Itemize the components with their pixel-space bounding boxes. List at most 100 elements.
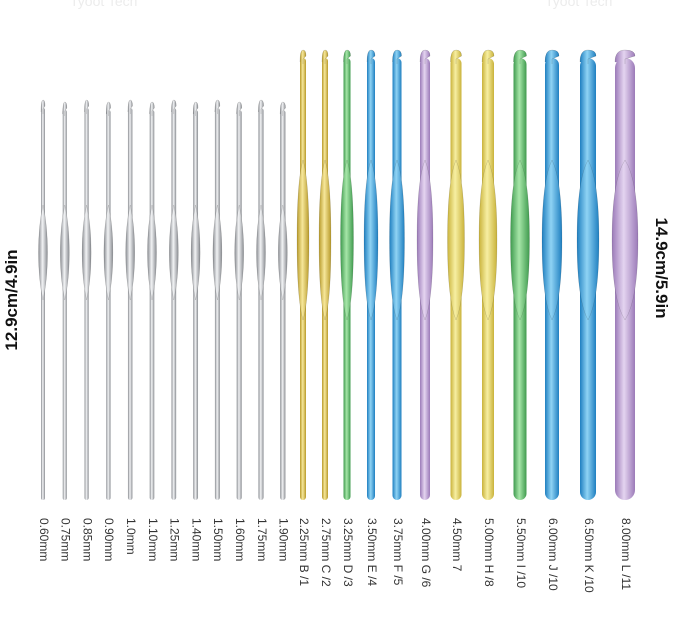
thumb-rest [363, 159, 379, 321]
hook-shaft [171, 108, 177, 500]
size-label: 2.75mm C /2 [319, 518, 333, 587]
hook-shaft [236, 110, 242, 500]
size-label: 5.50mm I /10 [514, 518, 528, 588]
hook-tip [105, 101, 111, 116]
hook-tip [84, 99, 89, 114]
hook-tip [321, 49, 329, 64]
hook-tip [343, 49, 351, 64]
crochet-hook [212, 99, 223, 500]
crochet-hook [234, 101, 244, 500]
size-label: 4.50mm 7 [450, 518, 464, 572]
size-label: 1.10mm [146, 518, 160, 561]
crochet-hook [103, 101, 114, 500]
size-label: 0.60mm [37, 518, 51, 561]
thumb-rest [541, 159, 563, 321]
watermark: Tyoot Tech [545, 0, 612, 9]
crochet-hook [147, 101, 157, 500]
thumb-rest [256, 204, 266, 301]
size-label: 1.40mm [189, 518, 203, 561]
crochet-hook [318, 49, 332, 500]
thumb-rest [60, 204, 70, 301]
hook-tip [127, 99, 133, 114]
thumb-rest [340, 159, 354, 321]
thumb-rest [125, 204, 135, 301]
steel-length-label: 12.9cm/4.9in [2, 249, 21, 350]
hook-tip [513, 49, 527, 64]
thumb-rest [147, 204, 157, 301]
size-label: 1.50mm [211, 518, 225, 561]
thumb-rest [212, 204, 223, 301]
hook-shaft [280, 110, 286, 500]
hook-tip [366, 49, 376, 64]
thumb-rest [81, 204, 92, 301]
crochet-hook [447, 49, 465, 500]
size-label: 3.50mm E /4 [365, 518, 379, 586]
hook-tip [299, 49, 307, 64]
hook-tip [149, 101, 155, 116]
thumb-rest [389, 159, 405, 321]
size-label: 6.50mm K /10 [582, 518, 596, 593]
crochet-hook [611, 49, 639, 500]
hook-tip [481, 49, 495, 64]
size-label: 8.00mm L /11 [619, 518, 633, 590]
hook-shaft [127, 108, 133, 500]
hook-tip [279, 101, 286, 116]
crochet-hook [416, 49, 434, 500]
crochet-hook [125, 99, 135, 500]
thumb-rest [611, 159, 639, 321]
crochet-hook [389, 49, 405, 500]
hook-shaft [193, 110, 199, 500]
hook-tip [214, 99, 221, 114]
crochet-hook [576, 49, 600, 500]
crochet-hook [190, 101, 201, 500]
crochet-hook [296, 49, 310, 500]
size-label: 2.25mm B /1 [297, 518, 311, 586]
hook-tip [62, 101, 68, 116]
crochet-hook [256, 99, 266, 500]
crochet-hook [340, 49, 354, 500]
crochet-hook [169, 99, 179, 500]
hook-shaft [258, 108, 264, 500]
hook-tip [392, 49, 402, 64]
thumb-rest [576, 159, 600, 321]
thumb-rest [478, 159, 498, 321]
crochet-hook [60, 101, 70, 500]
hook-tip [579, 49, 597, 64]
size-label: 6.00mm J /10 [546, 518, 560, 591]
hook-shaft [62, 110, 67, 500]
size-label: 1.0mm [124, 518, 138, 555]
hook-tip [450, 49, 462, 64]
size-label: 3.25mm D /3 [341, 518, 355, 587]
hook-tip [171, 99, 177, 114]
size-label: 0.75mm [59, 518, 73, 561]
crochet-hook [541, 49, 563, 500]
hook-shaft [214, 108, 220, 500]
hook-tip [419, 49, 431, 64]
crochet-hook [38, 99, 48, 500]
watermark: Tyoot Tech [70, 0, 137, 9]
hook-tip [614, 49, 636, 64]
size-label: 1.25mm [168, 518, 182, 561]
aluminum-length-label: 14.9cm/5.9in [652, 217, 671, 318]
thumb-rest [296, 159, 310, 321]
size-label: 3.75mm F /5 [391, 518, 405, 586]
hook-shaft [41, 108, 45, 500]
thumb-rest [103, 204, 114, 301]
crochet-hook [363, 49, 379, 500]
thumb-rest [169, 204, 179, 301]
hook-shaft [149, 110, 155, 500]
crochet-hook [478, 49, 498, 500]
size-label: 5.00mm H /8 [482, 518, 496, 587]
crochet-hook [510, 49, 530, 500]
thumb-rest [234, 204, 244, 301]
size-label: 4.00mm G /6 [419, 518, 433, 588]
thumb-rest [38, 204, 48, 301]
thumb-rest [510, 159, 530, 321]
size-label: 0.90mm [102, 518, 116, 561]
hook-shaft [106, 110, 111, 500]
hook-tip [236, 101, 242, 116]
thumb-rest [190, 204, 201, 301]
hook-tip [258, 99, 264, 114]
thumb-rest [318, 159, 332, 321]
